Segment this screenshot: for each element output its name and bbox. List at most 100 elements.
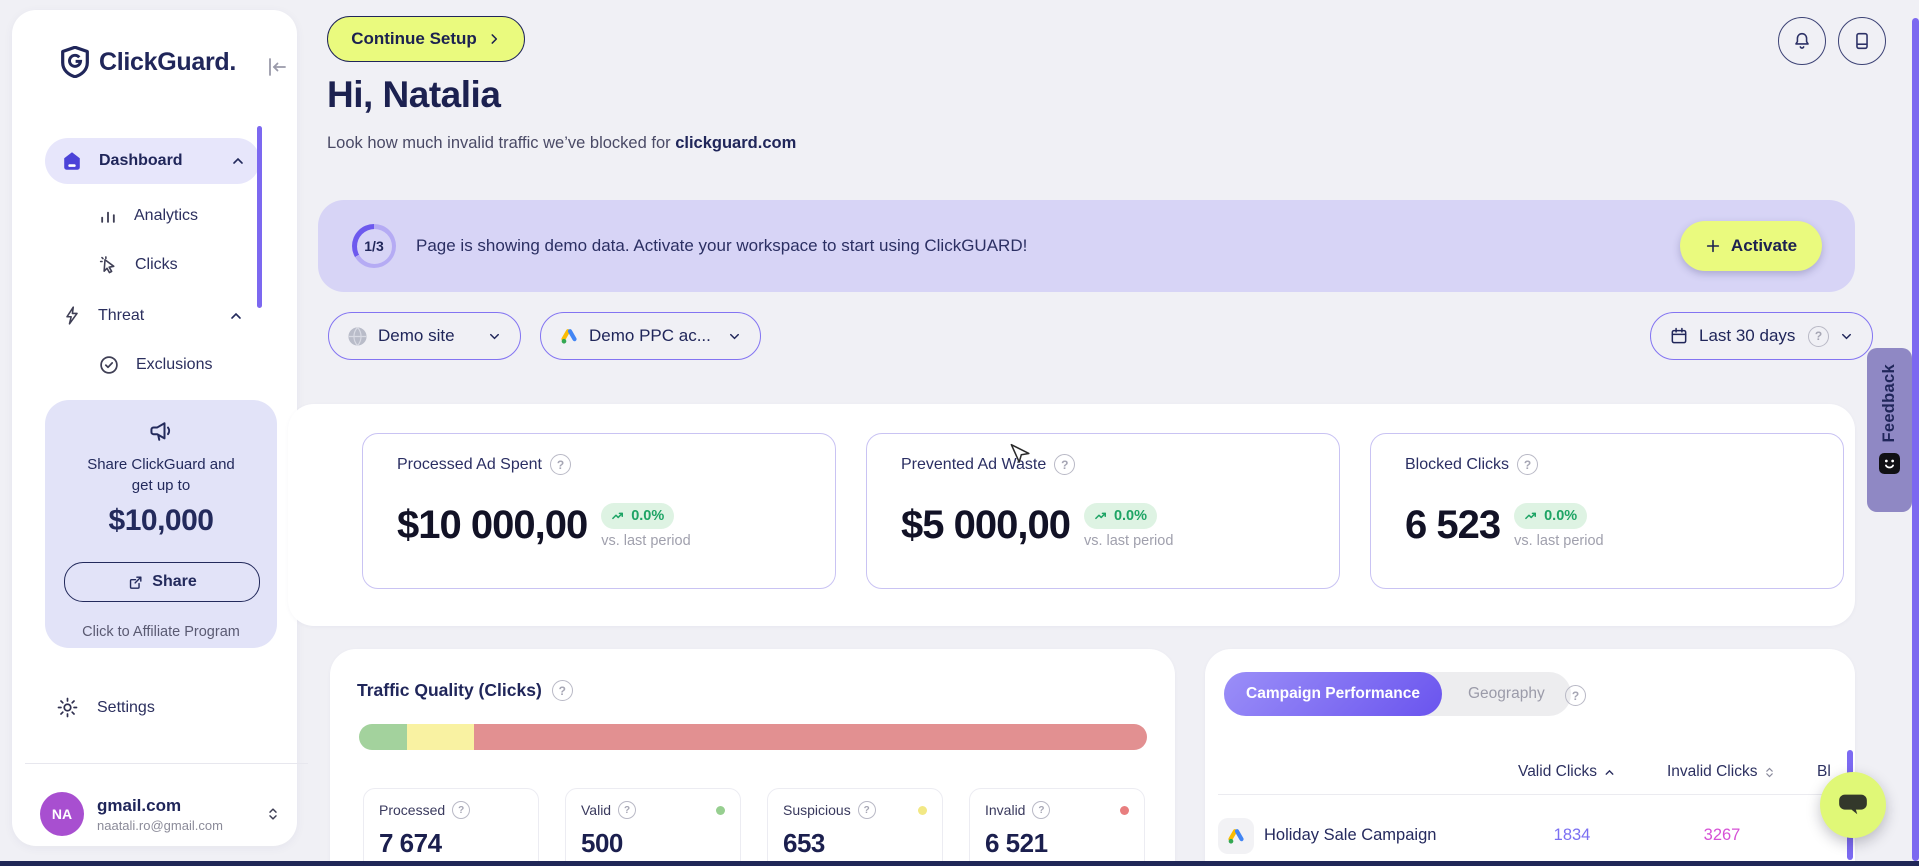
bar-segment-valid <box>359 724 408 750</box>
plus-icon <box>1705 238 1721 254</box>
column-header-blocked-truncated[interactable]: Bl <box>1817 763 1843 781</box>
sidebar-collapse-icon[interactable] <box>265 55 289 79</box>
home-icon <box>61 150 83 172</box>
page-subtitle: Look how much invalid traffic we’ve bloc… <box>327 134 796 153</box>
metric-label: Processed <box>379 802 446 818</box>
continue-setup-button[interactable]: Continue Setup <box>327 16 525 62</box>
globe-icon <box>347 326 368 347</box>
logo-text: ClickGuard. <box>99 47 237 76</box>
chat-bubble-icon <box>1839 794 1867 815</box>
metric-label: Suspicious <box>783 802 851 818</box>
stat-value: 6 523 <box>1405 503 1501 547</box>
metric-value: 7 674 <box>379 828 442 858</box>
help-icon[interactable] <box>551 680 573 701</box>
stat-card-blocked-clicks: Blocked Clicks 6 523 0.0% vs. last perio… <box>1370 433 1844 589</box>
setup-progress-ring: 1/3 <box>352 224 396 268</box>
help-icon[interactable] <box>1054 454 1076 475</box>
tab-label: Campaign Performance <box>1246 685 1420 702</box>
notifications-button[interactable] <box>1778 17 1826 65</box>
stat-delta: 0.0% <box>1113 508 1148 524</box>
affiliate-promo-card[interactable]: Share ClickGuard and get up to $10,000 S… <box>45 400 277 648</box>
chevron-down-icon <box>1839 329 1854 344</box>
date-range-value: Last 30 days <box>1699 326 1796 345</box>
sidebar-item-settings[interactable]: Settings <box>56 696 155 719</box>
campaign-help-icon[interactable] <box>1565 685 1586 706</box>
chevrons-up-down-icon <box>264 805 282 823</box>
help-icon[interactable] <box>618 801 637 819</box>
sidebar-scrollbar[interactable] <box>257 126 262 308</box>
megaphone-icon <box>45 418 277 446</box>
metric-value: 500 <box>581 828 623 858</box>
docs-button[interactable] <box>1838 17 1886 65</box>
help-icon[interactable] <box>1032 801 1051 819</box>
help-icon[interactable] <box>549 454 571 475</box>
metric-card-processed: Processed 7 674 0.00% <box>363 788 539 866</box>
stat-caption: vs. last period <box>1083 533 1174 549</box>
traffic-quality-title: Traffic Quality (Clicks) <box>357 680 542 700</box>
chat-launcher-button[interactable] <box>1820 772 1886 838</box>
feedback-tab[interactable]: Feedback <box>1867 348 1912 512</box>
metric-card-valid: Valid 500 0.00% <box>565 788 741 866</box>
activate-button[interactable]: Activate <box>1680 221 1822 271</box>
ppc-account-value: Demo PPC ac... <box>589 326 711 345</box>
suspicious-dot <box>918 805 927 815</box>
campaign-valid-clicks: 1834 <box>1553 826 1591 844</box>
stat-title: Prevented Ad Waste <box>901 455 1047 473</box>
tab-geography[interactable]: Geography <box>1442 685 1571 703</box>
column-label: Valid Clicks <box>1518 763 1597 780</box>
metric-value: 653 <box>783 828 825 858</box>
site-selector[interactable]: Demo site <box>328 312 521 360</box>
traffic-quality-bar <box>359 724 1147 750</box>
clickguard-shield-icon <box>60 46 90 78</box>
page-title: Hi, Natalia <box>327 74 501 115</box>
date-range-selector[interactable]: Last 30 days <box>1650 312 1873 360</box>
google-ads-icon <box>1228 829 1244 844</box>
campaign-invalid-clicks: 3267 <box>1703 826 1741 844</box>
sidebar-item-dashboard[interactable]: Dashboard <box>45 138 260 184</box>
tab-campaign-performance[interactable]: Campaign Performance <box>1224 672 1442 716</box>
gear-icon <box>56 696 79 719</box>
feedback-label: Feedback <box>1880 364 1898 443</box>
column-label: Bl <box>1817 763 1831 780</box>
settings-label: Settings <box>97 698 155 716</box>
setup-progress-label: 1/3 <box>364 238 384 254</box>
sidebar-item-exclusions[interactable]: Exclusions <box>98 354 212 376</box>
stat-delta: 0.0% <box>1544 508 1578 524</box>
badge-check-icon <box>98 354 120 376</box>
ppc-account-selector[interactable]: Demo PPC ac... <box>540 312 761 360</box>
table-divider <box>1218 794 1855 795</box>
metric-card-invalid: Invalid 6 521 0.00% <box>969 788 1145 866</box>
bar-chart-icon <box>98 205 118 227</box>
stats-panel: Processed Ad Spent $10 000,00 0.0% vs. l… <box>288 404 1855 626</box>
stat-delta: 0.0% <box>631 508 665 524</box>
stat-title: Blocked Clicks <box>1405 455 1510 473</box>
page-scrollbar[interactable] <box>1912 18 1919 861</box>
stat-caption: vs. last period <box>1514 533 1604 549</box>
campaign-platform-icon <box>1218 818 1254 854</box>
date-range-help-icon[interactable] <box>1808 325 1829 347</box>
sidebar-item-clicks[interactable]: Clicks <box>98 254 178 276</box>
demo-data-banner: 1/3 Page is showing demo data. Activate … <box>318 200 1855 292</box>
sort-icon <box>1766 767 1774 777</box>
trend-up-icon <box>612 512 624 519</box>
help-icon[interactable] <box>857 801 876 819</box>
help-icon[interactable] <box>452 801 471 819</box>
account-switcher[interactable]: NA gmail.com naatali.ro@gmail.com <box>40 788 282 840</box>
sidebar-item-label: Threat <box>98 306 145 324</box>
column-header-invalid-clicks[interactable]: Invalid Clicks <box>1667 763 1776 781</box>
logo[interactable]: ClickGuard. <box>60 46 236 78</box>
stat-value: $5 000,00 <box>901 503 1071 547</box>
avatar: NA <box>40 792 84 836</box>
column-header-valid-clicks[interactable]: Valid Clicks <box>1518 763 1616 781</box>
campaign-performance-card: Campaign Performance Geography Valid Cli… <box>1205 649 1855 866</box>
banner-message: Page is showing demo data. Activate your… <box>416 236 1028 255</box>
share-button[interactable]: Share <box>64 562 260 602</box>
promo-text-line1: Share ClickGuard and <box>87 456 235 473</box>
sidebar-item-threat[interactable]: Threat <box>62 304 260 327</box>
promo-amount: $10,000 <box>108 504 214 537</box>
campaign-name[interactable]: Holiday Sale Campaign <box>1264 826 1437 844</box>
help-icon[interactable] <box>1517 454 1539 475</box>
sort-asc-icon <box>1605 769 1614 775</box>
sidebar-item-analytics[interactable]: Analytics <box>98 205 198 227</box>
